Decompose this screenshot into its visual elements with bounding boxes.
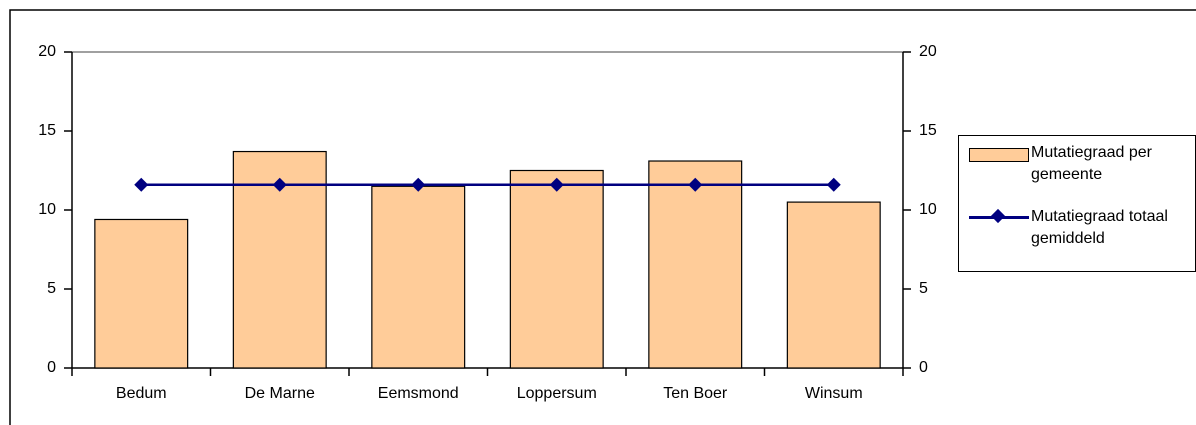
- y-tick-label: 15: [38, 122, 56, 139]
- line-marker: [411, 177, 426, 192]
- bar: [371, 185, 466, 369]
- line-marker: [134, 177, 149, 192]
- x-tick-label: Eemsmond: [378, 385, 459, 402]
- line-marker: [688, 177, 703, 192]
- legend-swatch: [967, 142, 1031, 168]
- x-tick-label: Bedum: [116, 385, 167, 402]
- bar: [648, 160, 743, 369]
- bar: [509, 169, 604, 369]
- y2-tick-label: 5: [919, 280, 928, 297]
- line-marker: [272, 177, 287, 192]
- bar: [94, 218, 189, 369]
- y2-tick-label: 10: [919, 201, 937, 218]
- x-tick-label: Ten Boer: [663, 385, 728, 402]
- chart-frame: [9, 9, 1196, 425]
- legend-entry: Mutatiegraad totaal gemiddeld: [967, 206, 1189, 250]
- x-tick-label: Winsum: [805, 385, 863, 402]
- legend-swatch: [967, 206, 1031, 232]
- x-tick-label: De Marne: [245, 385, 315, 402]
- legend-label: Mutatiegraad totaal gemiddeld: [1031, 208, 1168, 247]
- line-marker: [549, 177, 564, 192]
- y-tick-label: 10: [38, 201, 56, 218]
- y2-tick-label: 15: [919, 122, 937, 139]
- bar: [786, 201, 881, 369]
- y-tick-label: 0: [47, 359, 56, 376]
- y2-tick-label: 0: [919, 359, 928, 376]
- legend-label: Mutatiegraad per gemeente: [1031, 144, 1152, 183]
- x-tick-label: Loppersum: [517, 385, 597, 402]
- y2-tick-label: 20: [919, 43, 937, 60]
- line-marker: [826, 177, 841, 192]
- legend-entry: Mutatiegraad per gemeente: [967, 142, 1189, 186]
- legend: Mutatiegraad per gemeente Mutatiegraad to…: [958, 135, 1196, 272]
- y-tick-label: 5: [47, 280, 56, 297]
- y-tick-label: 20: [38, 43, 56, 60]
